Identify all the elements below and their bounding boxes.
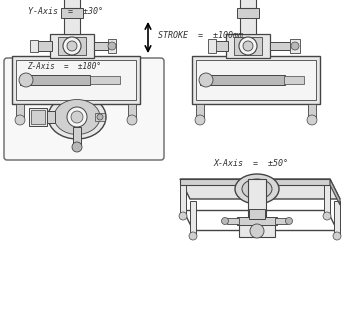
Circle shape <box>72 142 82 152</box>
Circle shape <box>97 114 103 120</box>
Circle shape <box>250 224 264 238</box>
Bar <box>196 60 316 100</box>
Circle shape <box>15 115 25 125</box>
Bar <box>234 37 262 55</box>
Bar <box>192 56 320 104</box>
Bar <box>30 40 38 52</box>
Bar <box>324 181 330 216</box>
Bar <box>212 41 228 51</box>
Bar <box>108 39 116 53</box>
Circle shape <box>239 37 257 55</box>
Bar <box>61 8 83 18</box>
Circle shape <box>108 42 116 50</box>
Text: X-Axis  =  ±50°: X-Axis = ±50° <box>214 159 289 168</box>
Bar <box>16 60 136 100</box>
Circle shape <box>195 115 205 125</box>
Ellipse shape <box>235 174 279 204</box>
Bar <box>180 181 186 216</box>
Bar <box>237 8 259 18</box>
Text: STROKE  =  ±100mm: STROKE = ±100mm <box>158 31 243 40</box>
Bar <box>31 110 45 124</box>
Polygon shape <box>180 179 330 185</box>
Circle shape <box>127 115 137 125</box>
FancyBboxPatch shape <box>4 58 164 160</box>
Bar <box>94 42 110 50</box>
Bar <box>249 209 265 219</box>
Bar <box>90 76 120 84</box>
Bar <box>275 218 287 224</box>
Bar <box>64 16 80 34</box>
Bar <box>270 42 292 50</box>
Bar <box>284 76 304 84</box>
Bar <box>290 39 300 53</box>
Bar <box>128 104 136 118</box>
Ellipse shape <box>247 217 267 225</box>
Circle shape <box>291 42 299 50</box>
Bar <box>334 201 340 236</box>
Bar <box>208 39 216 53</box>
Bar <box>240 16 256 34</box>
Text: Z-Axis  =  ±180°: Z-Axis = ±180° <box>27 62 101 71</box>
Circle shape <box>63 37 81 55</box>
Ellipse shape <box>242 179 272 199</box>
Circle shape <box>323 212 331 220</box>
Bar <box>73 127 81 147</box>
Bar <box>29 108 47 126</box>
Bar <box>95 113 105 121</box>
Bar <box>58 37 86 55</box>
Bar <box>237 217 277 225</box>
Polygon shape <box>180 179 340 199</box>
Ellipse shape <box>54 99 100 134</box>
Circle shape <box>67 107 87 127</box>
Circle shape <box>67 41 77 51</box>
Bar <box>200 75 285 85</box>
Circle shape <box>71 111 83 123</box>
Circle shape <box>189 232 197 240</box>
Bar <box>34 41 52 51</box>
Bar <box>12 56 140 104</box>
Circle shape <box>222 218 228 225</box>
Bar <box>29 111 55 123</box>
Circle shape <box>307 115 317 125</box>
Polygon shape <box>330 179 340 205</box>
Bar <box>226 34 270 58</box>
Ellipse shape <box>48 95 106 139</box>
Circle shape <box>179 212 187 220</box>
Bar <box>240 0 256 8</box>
Circle shape <box>19 73 33 87</box>
Bar <box>196 104 204 118</box>
Bar <box>243 34 253 56</box>
Bar <box>20 75 90 85</box>
Circle shape <box>243 41 253 51</box>
Bar <box>227 218 239 224</box>
Bar <box>239 223 275 237</box>
Bar <box>67 34 77 56</box>
Ellipse shape <box>247 185 267 193</box>
Bar <box>248 179 266 221</box>
Bar <box>308 104 316 118</box>
Bar <box>64 0 80 8</box>
Bar <box>50 34 94 58</box>
Circle shape <box>333 232 341 240</box>
Circle shape <box>285 218 293 225</box>
Circle shape <box>199 73 213 87</box>
Text: Y-Axis  =  ±30°: Y-Axis = ±30° <box>28 7 103 16</box>
Bar <box>16 104 24 118</box>
Bar <box>190 201 196 236</box>
